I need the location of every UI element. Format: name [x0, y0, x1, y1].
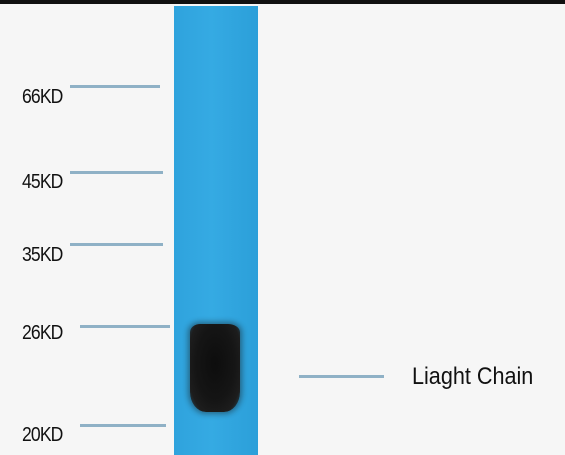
marker-line-66kd	[70, 85, 160, 88]
marker-line-26kd	[80, 325, 170, 328]
marker-label-20kd: 20KD	[22, 424, 63, 446]
marker-line-20kd	[80, 424, 166, 427]
marker-label-35kd: 35KD	[22, 244, 63, 266]
marker-label-26kd: 26KD	[22, 322, 63, 344]
annotation-line	[299, 375, 384, 378]
light-chain-band	[190, 324, 240, 412]
marker-line-45kd	[70, 171, 163, 174]
marker-label-66kd: 66KD	[22, 86, 63, 108]
top-border	[0, 0, 565, 4]
marker-label-45kd: 45KD	[22, 171, 63, 193]
annotation-label: Liaght Chain	[412, 363, 534, 390]
marker-line-35kd	[70, 243, 163, 246]
